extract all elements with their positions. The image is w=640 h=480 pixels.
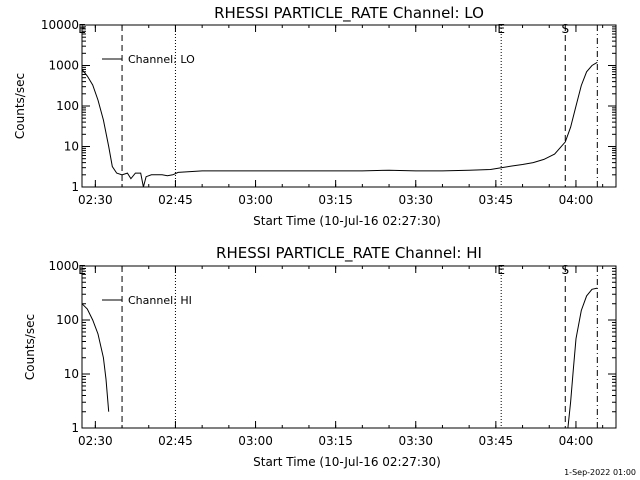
hi-x-axis-label: Start Time (10-Jul-16 02:27:30) (253, 455, 441, 469)
lo-y-axis-label: Counts/sec (13, 73, 27, 139)
lo-series-line (81, 61, 598, 188)
lo-x-tick-label: 04:00 (559, 193, 594, 207)
hi-y-tick-label: 1000 (48, 259, 79, 273)
hi-x-tick-label: 02:45 (158, 434, 193, 448)
lo-plot-frame (81, 24, 617, 188)
hi-series-line (81, 303, 110, 412)
lo-marker-label: S (561, 22, 569, 36)
hi-x-tick-label: 03:00 (238, 434, 273, 448)
lo-x-tick-label: 03:15 (318, 193, 353, 207)
lo-y-tick-label: 10000 (41, 18, 79, 32)
hi-y-tick-label: 10 (64, 367, 79, 381)
lo-marker-label: E (497, 22, 505, 36)
lo-x-tick-label: 03:00 (238, 193, 273, 207)
hi-series-line (567, 287, 598, 429)
hi-y-axis-label: Counts/sec (23, 314, 37, 380)
hi-x-tick-label: 03:30 (398, 434, 433, 448)
lo-x-tick-label: 03:30 (398, 193, 433, 207)
lo-chart-title: RHESSI PARTICLE_RATE Channel: LO (214, 4, 484, 23)
hi-x-tick-label: 03:15 (318, 434, 353, 448)
hi-marker-label: S (561, 263, 569, 277)
lo-y-tick-label: 1 (71, 180, 79, 194)
hi-y-tick-label: 100 (56, 313, 79, 327)
hi-marker-label: E (78, 263, 86, 277)
hi-channel-chart: RHESSI PARTICLE_RATE Channel: HI Counts/… (23, 244, 617, 469)
hi-x-tick-label: 03:45 (479, 434, 514, 448)
hi-marker-label: E (497, 263, 505, 277)
lo-legend-label: Channel: LO (128, 53, 195, 66)
hi-legend-label: Channel: HI (128, 294, 192, 307)
lo-x-axis-label: Start Time (10-Jul-16 02:27:30) (253, 214, 441, 228)
hi-y-tick-label: 1 (71, 421, 79, 435)
hi-x-tick-label: 02:30 (78, 434, 113, 448)
lo-x-tick-label: 02:45 (158, 193, 193, 207)
hi-plot-frame (81, 265, 617, 429)
hi-x-tick-label: 04:00 (559, 434, 594, 448)
lo-y-tick-label: 100 (56, 99, 79, 113)
footer-timestamp: 1-Sep-2022 01:00 (564, 468, 636, 477)
lo-x-tick-label: 03:45 (479, 193, 514, 207)
hi-chart-title: RHESSI PARTICLE_RATE Channel: HI (216, 244, 482, 263)
lo-marker-label: E (78, 22, 86, 36)
lo-channel-chart: RHESSI PARTICLE_RATE Channel: LO Counts/… (13, 4, 617, 228)
lo-x-tick-label: 02:30 (78, 193, 113, 207)
lo-y-tick-label: 1000 (48, 59, 79, 73)
lo-y-tick-label: 10 (64, 140, 79, 154)
